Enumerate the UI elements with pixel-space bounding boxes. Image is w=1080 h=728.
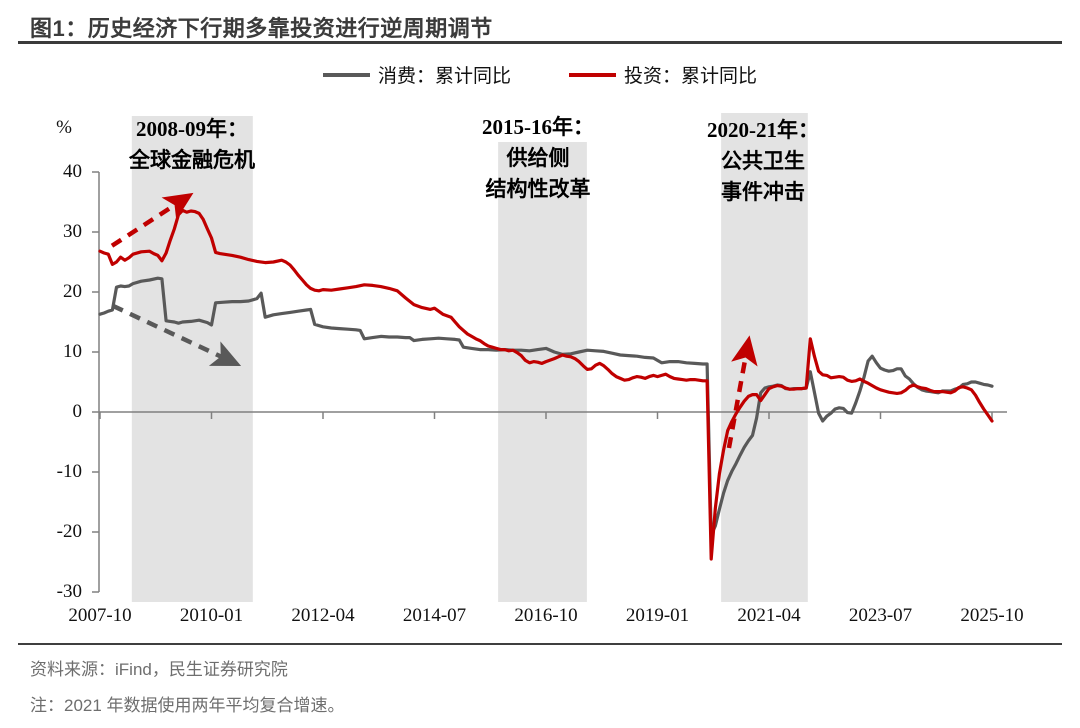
annotation-line: 供给侧 (506, 146, 570, 170)
annotation-0: 2008-09年： 全球金融危机 (32, 114, 352, 176)
annotation-line: 2020-21年： (707, 118, 819, 142)
chart-legend: 消费：累计同比 投资：累计同比 (0, 61, 1080, 88)
trend-arrow-0 (110, 192, 194, 248)
figure-title: 图1：历史经济下行期多靠投资进行逆周期调节 (30, 16, 493, 41)
annotation-line: 2008-09年： (136, 117, 248, 141)
annotation-line: 全球金融危机 (129, 148, 255, 172)
y-tick-label: 20 (63, 281, 82, 302)
annotation-line: 事件冲击 (721, 180, 805, 204)
trend-arrow-1 (111, 303, 242, 367)
annotation-1: 2015-16年： 供给侧结构性改革 (378, 112, 698, 205)
y-tick-label: 0 (72, 401, 83, 422)
title-underline (18, 41, 1062, 44)
legend-item-investment: 投资：累计同比 (569, 61, 757, 88)
y-tick-label: -30 (56, 581, 82, 602)
legend-item-consumption: 消费：累计同比 (322, 61, 511, 88)
annotation-2: 2020-21年： 公共卫生事件冲击 (603, 115, 923, 208)
annotation-line: 2015-16年： (482, 115, 594, 139)
shaded-band-1 (498, 142, 587, 602)
x-tick-label: 2014-07 (402, 605, 467, 626)
y-tick-label: -10 (56, 461, 82, 482)
consumption-line-swatch (322, 72, 370, 77)
legend-label-investment: 投资：累计同比 (624, 66, 758, 87)
note-text: 注：2021 年数据使用两年平均复合增速。 (30, 696, 345, 715)
x-tick-label: 2007-10 (68, 605, 132, 626)
annotation-line: 公共卫生 (721, 149, 805, 173)
series-line-consumption (98, 276, 994, 537)
legend-label-consumption: 消费：累计同比 (377, 66, 511, 87)
y-tick-label: 10 (63, 341, 82, 362)
footer-divider (18, 643, 1062, 645)
x-tick-label: 2019-01 (625, 605, 690, 626)
x-tick-label: 2025-10 (960, 605, 1024, 626)
investment-line-swatch (569, 72, 616, 77)
x-tick-label: 2023-07 (848, 605, 913, 626)
x-tick-label: 2012-04 (291, 605, 355, 626)
x-tick-label: 2010-01 (179, 605, 244, 626)
x-tick-label: 2021-04 (737, 605, 801, 626)
series-line-investment (98, 208, 994, 561)
y-tick-label: 30 (63, 221, 82, 242)
shaded-band-0 (131, 116, 253, 602)
annotation-line: 结构性改革 (485, 177, 591, 201)
y-tick-label: 40 (63, 161, 82, 182)
x-tick-label: 2016-10 (514, 605, 578, 626)
y-axis-unit-label: % (56, 117, 72, 138)
source-text: 资料来源：iFind，民生证券研究院 (30, 660, 288, 679)
y-tick-label: -20 (56, 521, 82, 542)
